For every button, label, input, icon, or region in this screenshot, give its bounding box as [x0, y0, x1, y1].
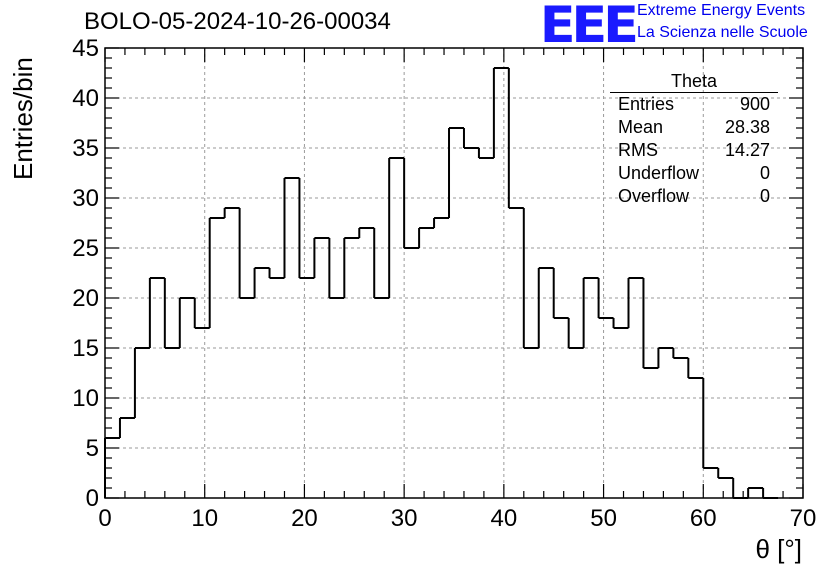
x-tick-label: 40 — [491, 505, 518, 532]
stats-label: Underflow — [618, 163, 700, 183]
y-tick-label: 5 — [86, 435, 99, 462]
stats-value: 28.38 — [724, 117, 770, 137]
histogram-bin — [657, 347, 674, 368]
histogram-bars — [104, 67, 779, 499]
logo-line-1: Extreme Energy Events — [637, 2, 806, 19]
y-axis-label: Entries/bin — [8, 57, 38, 180]
histogram-bin — [253, 267, 270, 298]
histogram-bin — [268, 268, 285, 279]
stats-label: Overflow — [618, 186, 690, 206]
histogram-bin — [567, 318, 584, 349]
x-tick-label: 60 — [690, 505, 717, 532]
tick-labels: 0 10 20 30 40 50 60 70 0 5 10 15 20 25 30 35 40 45 — [72, 35, 816, 532]
stats-title: Theta — [610, 70, 778, 93]
y-tick-label: 20 — [72, 285, 99, 312]
y-tick-label: 25 — [72, 235, 99, 262]
stats-value: 14.27 — [724, 140, 770, 160]
y-tick-label: 45 — [72, 35, 99, 62]
histogram-bin — [612, 318, 629, 329]
eee-logo: EEE — [539, 0, 639, 54]
histogram-bin — [732, 478, 749, 499]
x-tick-label: 50 — [590, 505, 617, 532]
histogram-bin — [582, 277, 599, 348]
histogram-bin — [642, 278, 659, 369]
histogram-bin — [537, 267, 554, 348]
plot-frame — [104, 47, 804, 499]
histogram-bin — [687, 358, 704, 379]
histogram-bin — [343, 237, 360, 298]
y-tick-label: 30 — [72, 185, 99, 212]
histogram-bin — [118, 417, 135, 438]
stats-box: Theta Entries 900 Mean 28.38 RMS 14.27 Unde… — [610, 70, 778, 208]
y-tick-label: 0 — [86, 485, 99, 512]
histogram-bin — [462, 128, 479, 149]
y-tick-label: 10 — [72, 385, 99, 412]
histogram-bin — [163, 278, 180, 349]
histogram-bin — [552, 268, 569, 319]
x-axis-label: θ [°] — [755, 534, 802, 564]
histogram-bin — [507, 68, 524, 209]
histogram-bin — [193, 298, 210, 329]
stats-value: 0 — [759, 163, 770, 183]
histogram-bin — [702, 378, 719, 469]
histogram-bin — [627, 277, 644, 328]
histogram-bin — [298, 178, 315, 279]
y-tick-label: 40 — [72, 85, 99, 112]
histogram-bin — [477, 148, 494, 159]
x-tick-label: 20 — [291, 505, 318, 532]
stats-row: Entries 900 — [610, 93, 778, 116]
histogram-bin — [223, 207, 240, 218]
stats-label: Mean — [618, 117, 664, 137]
histogram-bin — [313, 237, 330, 278]
histogram-bin — [403, 158, 420, 249]
histogram-bin — [388, 157, 405, 298]
histogram-bin — [104, 437, 120, 498]
histogram-bin — [717, 468, 734, 479]
histogram-bin — [433, 217, 450, 228]
stats-label: Entries — [618, 94, 675, 114]
stats-row: Underflow 0 — [610, 162, 778, 185]
histogram-bin — [762, 488, 779, 499]
logo-line-2: La Scienza nelle Scuole — [637, 24, 808, 41]
x-tick-label: 30 — [391, 505, 418, 532]
axes — [104, 47, 804, 499]
histogram-bin — [418, 227, 435, 248]
y-tick-label: 35 — [72, 135, 99, 162]
histogram-bin — [328, 238, 345, 299]
histogram-bin — [238, 208, 255, 299]
histogram-bin — [358, 227, 375, 238]
histogram-bin — [522, 208, 539, 349]
histogram-bin — [448, 127, 464, 218]
stats-label: RMS — [618, 140, 658, 160]
histogram-bin — [178, 297, 195, 348]
histogram-bin — [283, 177, 300, 278]
histogram-bin — [672, 348, 689, 359]
histogram-bin — [148, 277, 165, 348]
histogram-bin — [747, 487, 764, 498]
stats-row: RMS 14.27 — [610, 139, 778, 162]
stats-value: 0 — [759, 186, 770, 206]
grid-lines — [105, 48, 803, 498]
histogram-bin — [597, 278, 614, 319]
histogram-bin — [133, 347, 150, 418]
chart-title: BOLO-05-2024-10-26-00034 — [84, 8, 391, 35]
stats-row: Overflow 0 — [610, 185, 778, 208]
x-tick-label: 0 — [98, 505, 111, 532]
histogram-bin — [373, 228, 390, 299]
x-tick-label: 70 — [790, 505, 817, 532]
stats-value: 900 — [739, 94, 770, 114]
stats-row: Mean 28.38 — [610, 116, 778, 139]
histogram-bin — [492, 67, 509, 158]
x-tick-label: 10 — [191, 505, 218, 532]
y-tick-label: 15 — [72, 335, 99, 362]
histogram-bin — [208, 217, 225, 328]
